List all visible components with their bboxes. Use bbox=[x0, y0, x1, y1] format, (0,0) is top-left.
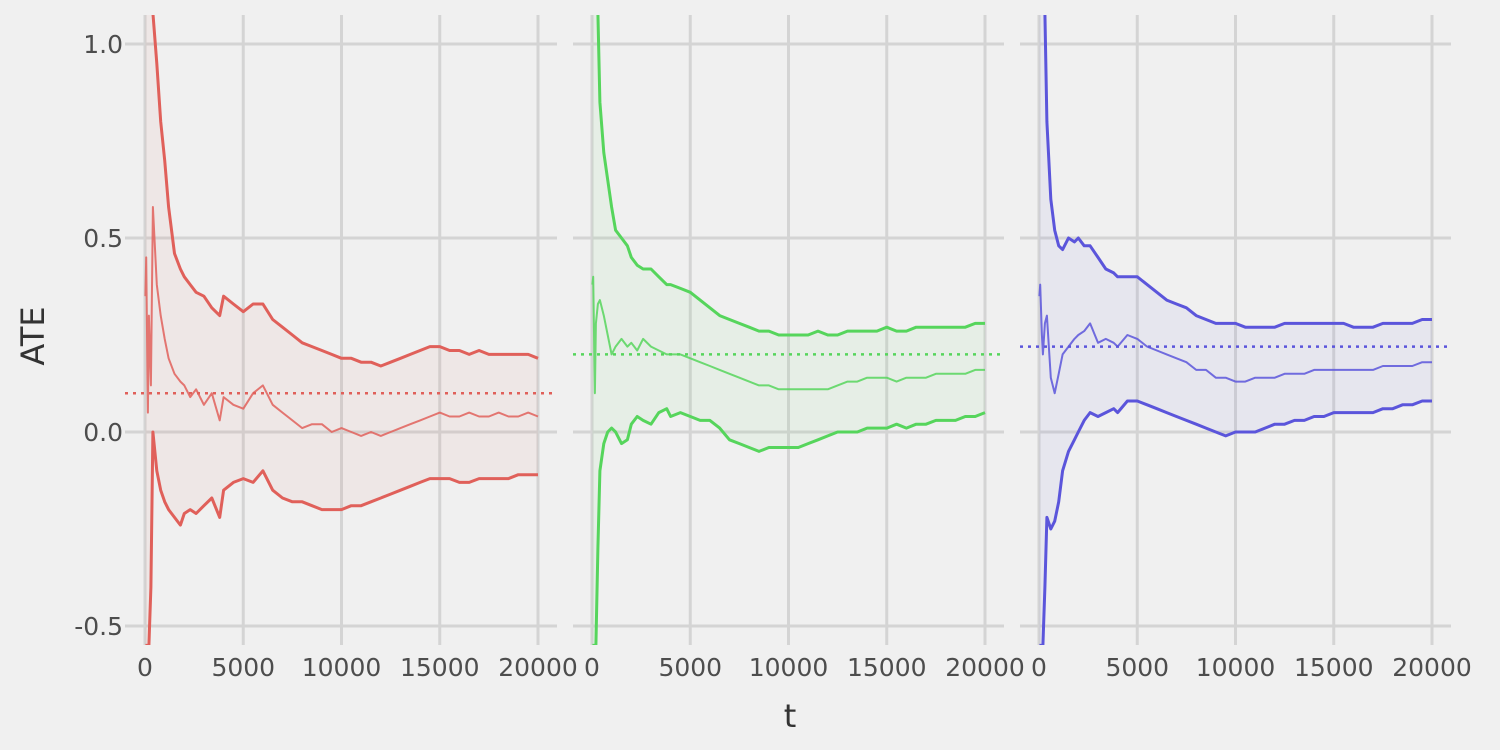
x-tick-label: 15000 bbox=[847, 653, 927, 682]
x-tick-label: 20000 bbox=[498, 653, 578, 682]
y-tick-label: 1.0 bbox=[83, 30, 123, 59]
upper-bound-line bbox=[596, 15, 985, 337]
lower-bound-line bbox=[591, 407, 986, 645]
x-tick-label: 15000 bbox=[400, 653, 480, 682]
grid-layer bbox=[125, 15, 1451, 645]
estimate-line bbox=[144, 206, 539, 437]
confidence-band bbox=[592, 15, 985, 645]
x-tick-label: 10000 bbox=[749, 653, 829, 682]
confidence-band bbox=[145, 15, 538, 645]
estimate-line bbox=[1038, 283, 1432, 395]
x-tick-label: 20000 bbox=[1392, 653, 1472, 682]
x-tick-label: 20000 bbox=[945, 653, 1025, 682]
confidence-band bbox=[1039, 15, 1432, 645]
x-tick-label: 0 bbox=[137, 653, 153, 682]
x-tick-label: 0 bbox=[1031, 653, 1047, 682]
tick-layer: 0 5000 10000 15000 20000 0 5000 10000 15000 20000… bbox=[74, 30, 1472, 682]
y-tick-label: -0.5 bbox=[74, 612, 123, 641]
x-tick-label: 0 bbox=[584, 653, 600, 682]
upper-bound-line bbox=[151, 15, 539, 368]
x-tick-label: 10000 bbox=[302, 653, 382, 682]
lower-bound-line bbox=[144, 430, 538, 645]
y-tick-label: 0.0 bbox=[83, 418, 123, 447]
panel-2 bbox=[573, 15, 1004, 645]
x-tick-label: 5000 bbox=[211, 653, 275, 682]
x-tick-label: 15000 bbox=[1294, 653, 1374, 682]
x-axis-title: t bbox=[784, 697, 797, 735]
y-tick-label: 0.5 bbox=[83, 224, 123, 253]
x-tick-label: 5000 bbox=[1105, 653, 1169, 682]
plot-layer bbox=[125, 15, 1451, 645]
x-tick-label: 10000 bbox=[1196, 653, 1276, 682]
lower-bound-line bbox=[1038, 399, 1432, 645]
panel-3 bbox=[1020, 15, 1451, 645]
x-tick-label: 5000 bbox=[658, 653, 722, 682]
panel-1 bbox=[125, 15, 557, 645]
upper-bound-line bbox=[1043, 15, 1432, 329]
y-axis-title: ATE bbox=[14, 306, 52, 365]
estimate-line bbox=[591, 275, 985, 395]
